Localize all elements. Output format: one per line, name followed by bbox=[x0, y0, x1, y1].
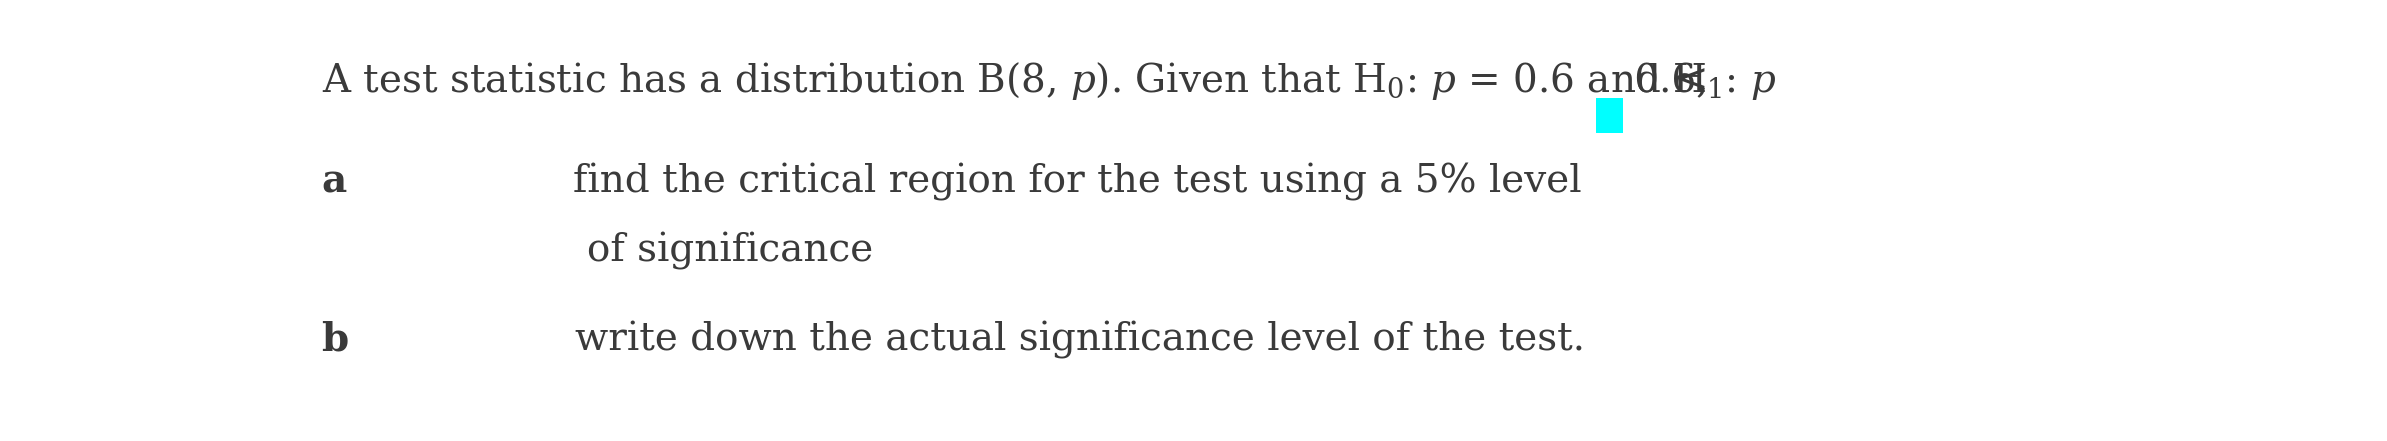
Text: find the critical region for the test using a 5% level: find the critical region for the test us… bbox=[573, 163, 1583, 201]
Bar bbox=[1597, 98, 1623, 133]
Text: A test statistic has a distribution B(8, $p$). Given that $\mathrm{H}_0$: $p$ = : A test statistic has a distribution B(8,… bbox=[322, 60, 1776, 102]
Text: of significance: of significance bbox=[587, 232, 874, 270]
Text: write down the actual significance level of the test.: write down the actual significance level… bbox=[575, 321, 1585, 359]
Text: a: a bbox=[322, 162, 346, 200]
Text: <: < bbox=[1676, 63, 1709, 100]
Text: 0.6,: 0.6, bbox=[1623, 63, 1709, 100]
Text: b: b bbox=[322, 320, 349, 358]
